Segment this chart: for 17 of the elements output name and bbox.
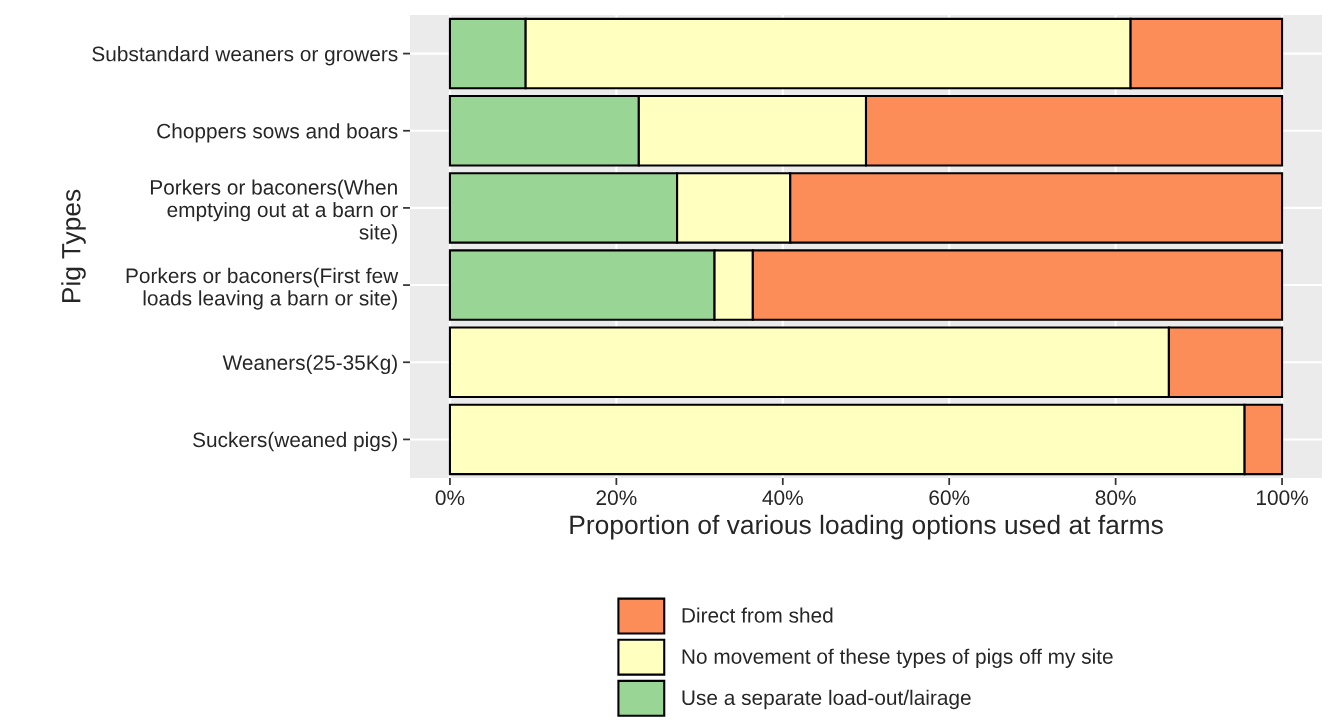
x-tick-label: 60% bbox=[929, 490, 970, 506]
legend-label: Direct from shed bbox=[682, 607, 833, 623]
x-tick-label: 0% bbox=[435, 490, 465, 506]
x-tick-label: 80% bbox=[1095, 490, 1136, 506]
y-tick-label: Porkers or baconers(First few loads leaving a barn or site) bbox=[126, 267, 399, 310]
y-tick-label: Substandard weaners or growers bbox=[92, 46, 398, 66]
y-axis-title: Pig Types bbox=[61, 189, 86, 303]
y-tick-label: Choppers sows and boars bbox=[157, 123, 398, 143]
x-axis-title: Proportion of various loading options used at farms bbox=[570, 514, 1163, 540]
y-tick-label: Suckers(weaned pigs) bbox=[193, 431, 397, 452]
y-tick-label: Porkers or baconers(When emptying out at a barn or site) bbox=[150, 179, 398, 244]
x-tick-label: 20% bbox=[596, 490, 637, 506]
x-tick-label: 40% bbox=[762, 490, 803, 506]
legend-label: Use a separate load-out/lairage bbox=[682, 689, 971, 710]
legend-label: No movement of these types of pigs off my site bbox=[682, 648, 1113, 669]
y-tick-label: Weaners(25-35Kg) bbox=[222, 354, 397, 375]
x-tick-label: 100% bbox=[1257, 490, 1308, 506]
